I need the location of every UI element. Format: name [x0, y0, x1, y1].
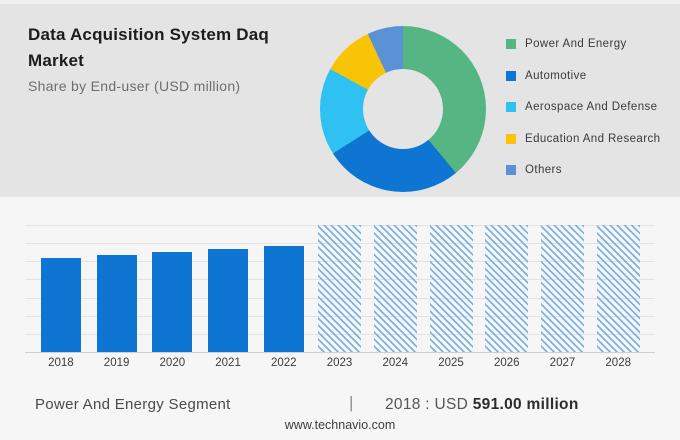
- bar-slot-2027: [535, 225, 591, 352]
- footer-separator: |: [349, 393, 354, 412]
- bar-forecast-2023: [318, 225, 362, 352]
- legend-swatch-icon: [506, 102, 516, 112]
- bar-slot-2020: [144, 225, 200, 352]
- x-axis-label-2022: 2022: [271, 357, 297, 369]
- legend-swatch-icon: [506, 70, 516, 81]
- bar-forecast-2025: [429, 225, 473, 352]
- x-axis-label-2018: 2018: [48, 357, 74, 369]
- donut-hole: [363, 69, 443, 149]
- legend-swatch-icon: [506, 133, 516, 144]
- bar-slot-2024: [367, 225, 423, 352]
- bar-actual-2021: [208, 249, 249, 352]
- bar-actual-2018: [40, 258, 81, 352]
- x-axis-label-2024: 2024: [382, 357, 409, 369]
- bar-actual-2020: [152, 251, 193, 352]
- website-link[interactable]: www.technavio.com: [284, 418, 396, 432]
- bar-forecast-2028: [596, 225, 640, 352]
- footer-stat-prefix: 2018 : USD: [385, 396, 473, 413]
- legend-item-others: Others: [506, 164, 660, 176]
- bar-slot-2026: [479, 225, 535, 352]
- bar-forecast-2024: [373, 225, 417, 352]
- footer-stat-value: 591.00 million: [472, 396, 579, 413]
- legend-label: Aerospace And Defense: [525, 101, 658, 113]
- bar-slot-2028: [590, 225, 646, 352]
- bar-chart-panel: 2018 2019 2020 2021 2022 2023 2024 2025 2026 2027…: [0, 197, 680, 440]
- page-title: Data Acquisition System Daq Market: [28, 25, 269, 70]
- bar-slot-2019: [89, 225, 145, 352]
- legend-label: Automotive: [525, 69, 587, 82]
- bar-forecast-2026: [485, 225, 529, 352]
- bar-slot-2021: [200, 225, 256, 352]
- donut-chart: [320, 26, 486, 192]
- x-axis-label-2019: 2019: [103, 357, 130, 369]
- x-axis-label-2027: 2027: [549, 357, 576, 369]
- bar-actual-2019: [96, 255, 137, 352]
- bar-slot-2023: [312, 225, 368, 352]
- legend-label: Power And Energy: [525, 38, 627, 50]
- top-panel: Data Acquisition System Daq Market Share…: [0, 0, 680, 197]
- legend-item-aerospace-and-defense: Aerospace And Defense: [506, 101, 660, 113]
- legend-label: Others: [525, 164, 562, 176]
- x-axis-labels: 2018 2019 2020 2021 2022 2023 2024 2025 2026 2027…: [33, 357, 646, 369]
- x-axis-label-2025: 2025: [438, 357, 464, 369]
- header: Data Acquisition System Daq Market Share…: [28, 22, 290, 94]
- x-axis-label-2023: 2023: [326, 357, 353, 369]
- bar-slot-2018: [33, 225, 89, 352]
- bars-layer: [33, 225, 646, 352]
- bar-plot: [25, 225, 655, 353]
- bar-forecast-2027: [540, 225, 584, 352]
- x-axis-label-2026: 2026: [493, 357, 520, 369]
- bar-slot-2025: [423, 225, 479, 352]
- footer-stat: 2018 : USD 591.00 million: [385, 396, 579, 414]
- legend-swatch-icon: [506, 39, 516, 49]
- bar-slot-2022: [256, 225, 312, 352]
- x-axis-label-2028: 2028: [605, 357, 631, 369]
- x-axis-label-2020: 2020: [159, 357, 186, 369]
- legend: Power And Energy Automotive Aerospace And …: [506, 38, 660, 176]
- page-subtitle: Share by End-user (USD million): [28, 78, 241, 94]
- footer-segment-label: Power And Energy Segment: [35, 396, 231, 413]
- bar-actual-2022: [263, 246, 304, 352]
- legend-item-power-and-energy: Power And Energy: [506, 38, 660, 50]
- legend-item-automotive: Automotive: [506, 70, 660, 82]
- legend-swatch-icon: [506, 165, 516, 175]
- legend-label: Education And Research: [525, 132, 661, 145]
- legend-item-education-and-research: Education And Research: [506, 133, 660, 145]
- x-axis-label-2021: 2021: [215, 357, 241, 369]
